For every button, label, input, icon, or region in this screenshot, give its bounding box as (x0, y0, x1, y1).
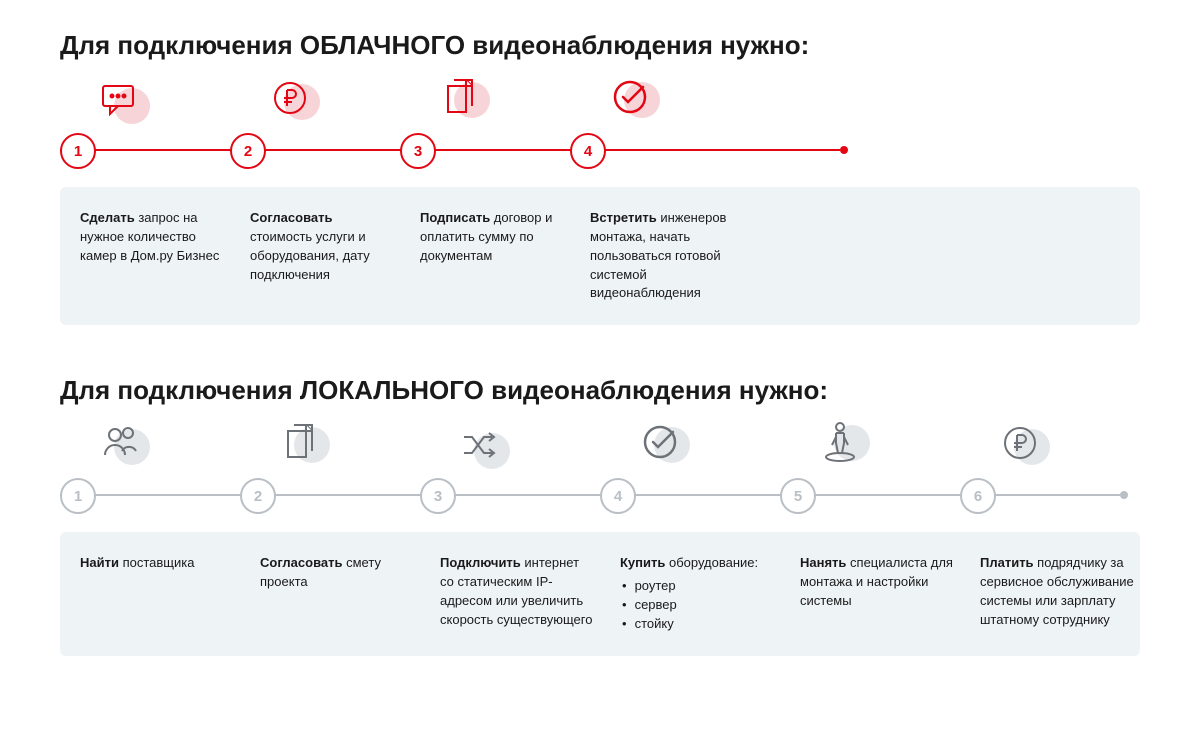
step-number-label: 5 (794, 488, 802, 505)
step-number-label: 4 (614, 488, 622, 505)
step-number-label: 6 (974, 488, 982, 505)
step-number-label: 3 (434, 488, 442, 505)
step-number: 5 (780, 478, 816, 514)
description-panel: Найти поставщика Согласовать смету проек… (60, 532, 1140, 655)
step-local-3: 3 (420, 478, 600, 514)
step-description: Согласовать смету проекта (260, 554, 440, 633)
step-description: Встретить инженеров монтажа, начать поль… (590, 209, 760, 303)
step-local-5: 5 (780, 478, 960, 514)
ruble-icon (270, 78, 310, 123)
bullet-item: роутер (620, 577, 776, 596)
step-number: 2 (240, 478, 276, 514)
docs-icon (280, 421, 322, 468)
section-local: Для подключения ЛОКАЛЬНОГО видеонаблюден… (60, 375, 1140, 655)
timeline: 1 2 3 (60, 89, 1140, 169)
section-title: Для подключения ОБЛАЧНОГО видеонаблюдени… (60, 30, 1140, 61)
step-number: 1 (60, 478, 96, 514)
step-local-1: 1 (60, 478, 240, 514)
step-local-6: 6 (960, 478, 1140, 514)
step-description: Сделать запрос на нужное количество каме… (80, 209, 250, 303)
step-description: Нанять специалиста для монтажа и настрой… (800, 554, 980, 633)
step-description: Платить подрядчику за сервисное обслужив… (980, 554, 1160, 633)
step-number: 6 (960, 478, 996, 514)
step-number: 1 (60, 133, 96, 169)
step-description: Согласовать стоимость услуги и оборудова… (250, 209, 420, 303)
step-number-label: 2 (244, 143, 252, 160)
check-icon (640, 421, 682, 468)
step-number-label: 1 (74, 488, 82, 505)
step-number: 4 (570, 133, 606, 169)
step-description: Купить оборудование: роутерсерверстойку (620, 554, 800, 633)
step-description: Найти поставщика (80, 554, 260, 633)
docs-icon (440, 76, 482, 123)
step-local-4: 4 (600, 478, 780, 514)
shuffle-icon (460, 427, 504, 468)
step-cloud-1: 1 (60, 133, 230, 169)
chat-icon (100, 82, 140, 123)
person-icon (820, 419, 860, 468)
step-number-label: 2 (254, 488, 262, 505)
people-icon (100, 423, 144, 468)
section-cloud: Для подключения ОБЛАЧНОГО видеонаблюдени… (60, 30, 1140, 325)
step-number-label: 3 (414, 143, 422, 160)
step-number: 4 (600, 478, 636, 514)
section-title: Для подключения ЛОКАЛЬНОГО видеонаблюден… (60, 375, 1140, 406)
bullet-item: сервер (620, 596, 776, 615)
step-number-label: 4 (584, 143, 592, 160)
ruble-icon (1000, 423, 1040, 468)
description-panel: Сделать запрос на нужное количество каме… (60, 187, 1140, 325)
step-local-2: 2 (240, 478, 420, 514)
step-cloud-2: 2 (230, 133, 400, 169)
step-cloud-4: 4 (570, 133, 740, 169)
step-number: 3 (400, 133, 436, 169)
timeline: 1 2 3 (60, 434, 1140, 514)
step-number: 3 (420, 478, 456, 514)
step-description: Подключить интернет со статическим IP-ад… (440, 554, 620, 633)
step-number-label: 1 (74, 143, 82, 160)
check-icon (610, 76, 652, 123)
bullet-item: стойку (620, 615, 776, 634)
step-number: 2 (230, 133, 266, 169)
step-description: Подписать договор и оплатить сумму по до… (420, 209, 590, 303)
step-cloud-3: 3 (400, 133, 570, 169)
